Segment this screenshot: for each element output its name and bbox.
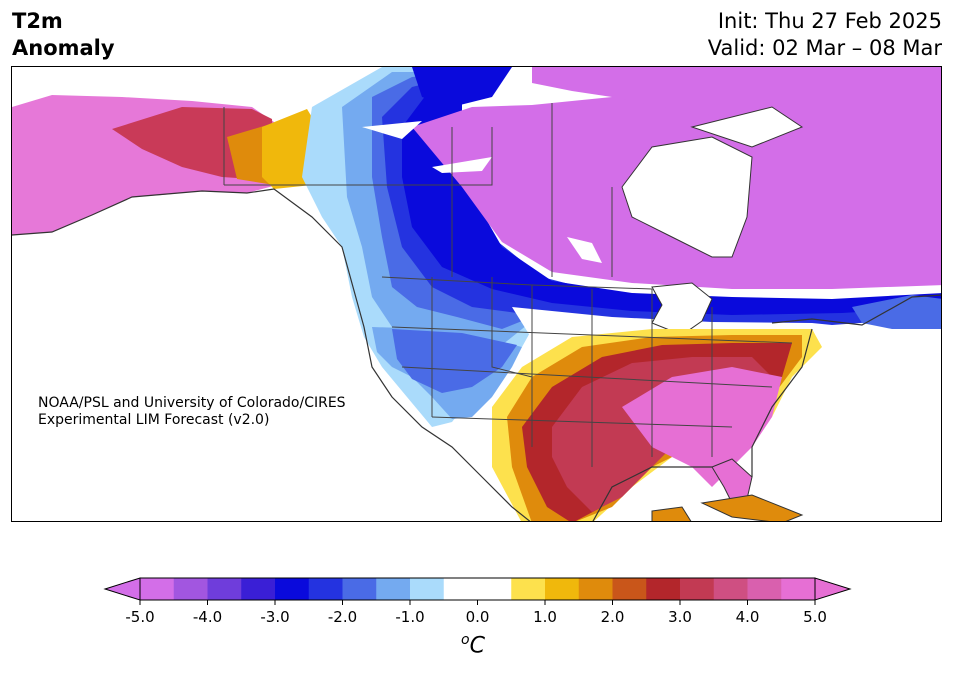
colorbar-cell xyxy=(781,578,816,600)
cuba xyxy=(700,494,804,521)
colorbar: -5.0 -4.0 -3.0 -2.0 -1.0 0.0 1.0 2.0 3.0 4.0 5.0 xyxy=(0,570,954,671)
lake-2 xyxy=(432,157,492,173)
colorbar-tick-label: 4.0 xyxy=(736,608,760,626)
credit-line-1: NOAA/PSL and University of Colorado/CIRE… xyxy=(38,395,346,411)
colorbar-tick-label: 0.0 xyxy=(466,608,490,626)
southwest-blue-core xyxy=(392,329,517,393)
title-line-1: T2m xyxy=(12,9,63,33)
colorbar-cell xyxy=(747,578,782,600)
credit-line-2: Experimental LIM Forecast (v2.0) xyxy=(38,412,270,428)
colorbar-cell xyxy=(376,578,411,600)
colorbar-cell xyxy=(308,578,343,600)
interior-navy xyxy=(402,87,941,315)
colorbar-cell xyxy=(241,578,276,600)
colorbar-cell xyxy=(646,578,681,600)
colorbar-cell xyxy=(410,578,445,600)
colorbar-cell xyxy=(713,578,748,600)
colorbar-cell xyxy=(342,578,377,600)
colorbar-tick-label: -4.0 xyxy=(193,608,222,626)
forecast-dates: Init: Thu 27 Feb 2025 Valid: 02 Mar – 08… xyxy=(708,8,942,62)
units-label: oC xyxy=(461,632,485,658)
colorbar-cell xyxy=(443,578,478,600)
map-title: T2m Anomaly xyxy=(12,8,115,62)
colorbar-tick-label: -3.0 xyxy=(260,608,289,626)
valid-range: Valid: 02 Mar – 08 Mar xyxy=(707,36,942,60)
colorbar-tick-label: 2.0 xyxy=(601,608,625,626)
lake-3 xyxy=(567,237,602,263)
colorbar-tick-label: -5.0 xyxy=(125,608,154,626)
hudson-strait xyxy=(690,106,804,148)
coastline xyxy=(12,188,941,521)
anomaly-map xyxy=(11,66,942,522)
colorbar-tick-label: 5.0 xyxy=(803,608,827,626)
units-degree: o xyxy=(461,632,470,648)
arctic-blue xyxy=(412,67,512,107)
colorbar-cell xyxy=(173,578,208,600)
colorbar-cell xyxy=(477,578,512,600)
colorbar-svg: -5.0 -4.0 -3.0 -2.0 -1.0 0.0 1.0 2.0 3.0 4.0 5.0 xyxy=(103,577,852,626)
init-date: Init: Thu 27 Feb 2025 xyxy=(717,9,942,33)
colorbar-cell xyxy=(140,578,175,600)
northeast-blue xyxy=(852,295,941,329)
colorbar-cell xyxy=(207,578,242,600)
title-line-2: Anomaly xyxy=(12,36,115,60)
great-lakes xyxy=(651,282,713,336)
map-canvas xyxy=(12,67,941,521)
yucatan xyxy=(651,506,692,521)
colorbar-cell xyxy=(511,578,546,600)
southeast-pink xyxy=(622,367,782,487)
units-celsius: C xyxy=(469,633,485,659)
colorbar-tick-label: -2.0 xyxy=(328,608,357,626)
political-borders xyxy=(223,103,793,467)
colorbar-tick-label: 1.0 xyxy=(533,608,557,626)
credit-text: NOAA/PSL and University of Colorado/CIRE… xyxy=(38,395,346,429)
colorbar-tick-label: 3.0 xyxy=(668,608,692,626)
colorbar-cell xyxy=(612,578,647,600)
colorbar-cell xyxy=(545,578,580,600)
colorbar-extend-high xyxy=(814,577,852,601)
arctic-islands xyxy=(532,67,941,137)
colorbar-extend-low xyxy=(103,577,141,601)
colorbar-cell xyxy=(680,578,715,600)
lake-1 xyxy=(362,121,422,139)
hudson-bay xyxy=(621,136,753,258)
colorbar-tick-label: -1.0 xyxy=(395,608,424,626)
colorbar-cell xyxy=(578,578,613,600)
colorbar-cell xyxy=(275,578,310,600)
